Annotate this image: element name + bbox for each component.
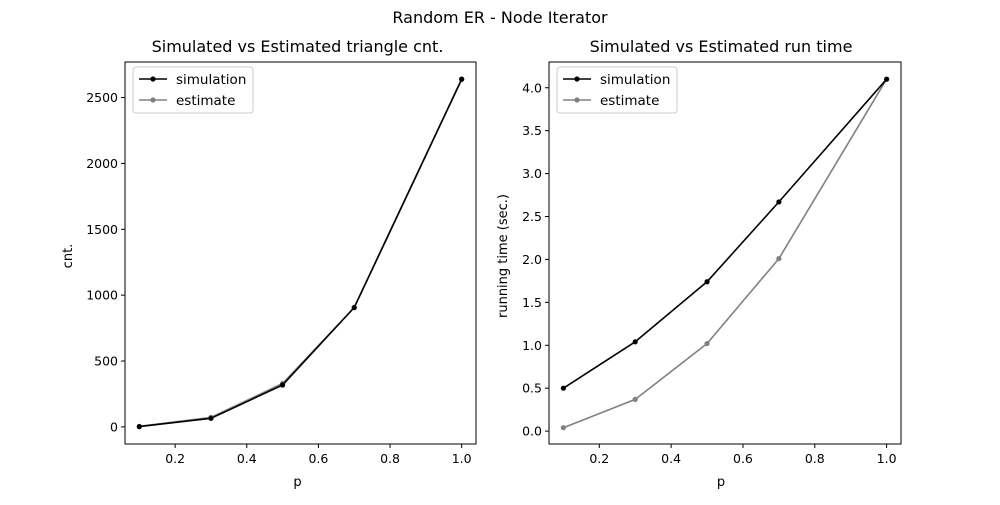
y-axis-label: running time (sec.) [496,194,511,318]
data-point-simulation [459,76,465,82]
data-point-estimate [560,425,566,431]
x-tick-label: 0.4 [661,451,681,466]
data-point-simulation [136,424,142,430]
legend-label: estimate [600,93,659,109]
data-point-simulation [208,415,214,421]
y-tick-label: 2.0 [522,252,542,267]
legend-swatch-marker [150,76,156,82]
legend-label: estimate [176,93,235,109]
x-tick-label: 1.0 [877,451,897,466]
data-point-simulation [704,279,710,285]
x-tick-label: 0.2 [165,451,185,466]
data-point-simulation [632,339,638,345]
y-tick-label: 2000 [86,156,118,171]
legend-label: simulation [176,72,246,88]
legend-swatch-marker [574,97,580,103]
data-point-simulation [351,304,357,311]
x-axis-label: p [293,475,301,490]
legend-label: simulation [600,72,670,88]
plot-frame [548,61,902,445]
x-tick-label: 0.8 [380,451,400,466]
y-axis-label: cnt. [61,244,76,269]
x-tick-label: 0.2 [589,451,609,466]
y-tick-label: 0 [110,419,118,434]
legend: simulation estimate [132,66,254,114]
y-tick-label: 0.0 [522,424,542,439]
y-tick-label: 3.0 [522,166,542,181]
y-tick-label: 2.5 [522,209,542,224]
legend-swatch-marker [574,76,580,82]
legend-swatch-marker [150,97,156,103]
x-tick-label: 1.0 [452,451,472,466]
legend: simulation estimate [556,66,678,114]
chart-triangle-count: Simulated vs Estimated triangle cnt. p c… [61,37,477,490]
figure-title: Random ER - Node Iterator [392,8,608,27]
data-point-simulation [776,199,782,205]
data-point-estimate [776,255,782,262]
y-tick-label: 2500 [86,90,118,105]
data-point-simulation [279,382,286,388]
x-tick-label: 0.6 [308,451,328,466]
y-tick-label: 1500 [86,222,118,237]
data-point-simulation [560,385,566,391]
chart-title: Simulated vs Estimated run time [590,37,853,56]
y-tick-label: 4.0 [522,80,542,95]
y-tick-label: 500 [94,354,118,369]
data-point-estimate [632,396,638,402]
y-tick-label: 1000 [86,288,118,303]
x-tick-label: 0.6 [733,451,753,466]
plot-frame [124,61,477,445]
y-tick-label: 1.0 [522,338,542,353]
data-point-simulation [884,76,890,82]
y-tick-label: 1.5 [522,295,542,310]
chart-title: Simulated vs Estimated triangle cnt. [152,37,444,56]
data-point-estimate [704,340,710,347]
y-tick-label: 0.5 [522,381,542,396]
chart-run-time: Simulated vs Estimated run time p runnin… [496,37,902,490]
x-tick-label: 0.8 [805,451,825,466]
y-tick-label: 3.5 [522,123,542,138]
x-axis-label: p [717,475,725,490]
x-tick-label: 0.4 [237,451,257,466]
